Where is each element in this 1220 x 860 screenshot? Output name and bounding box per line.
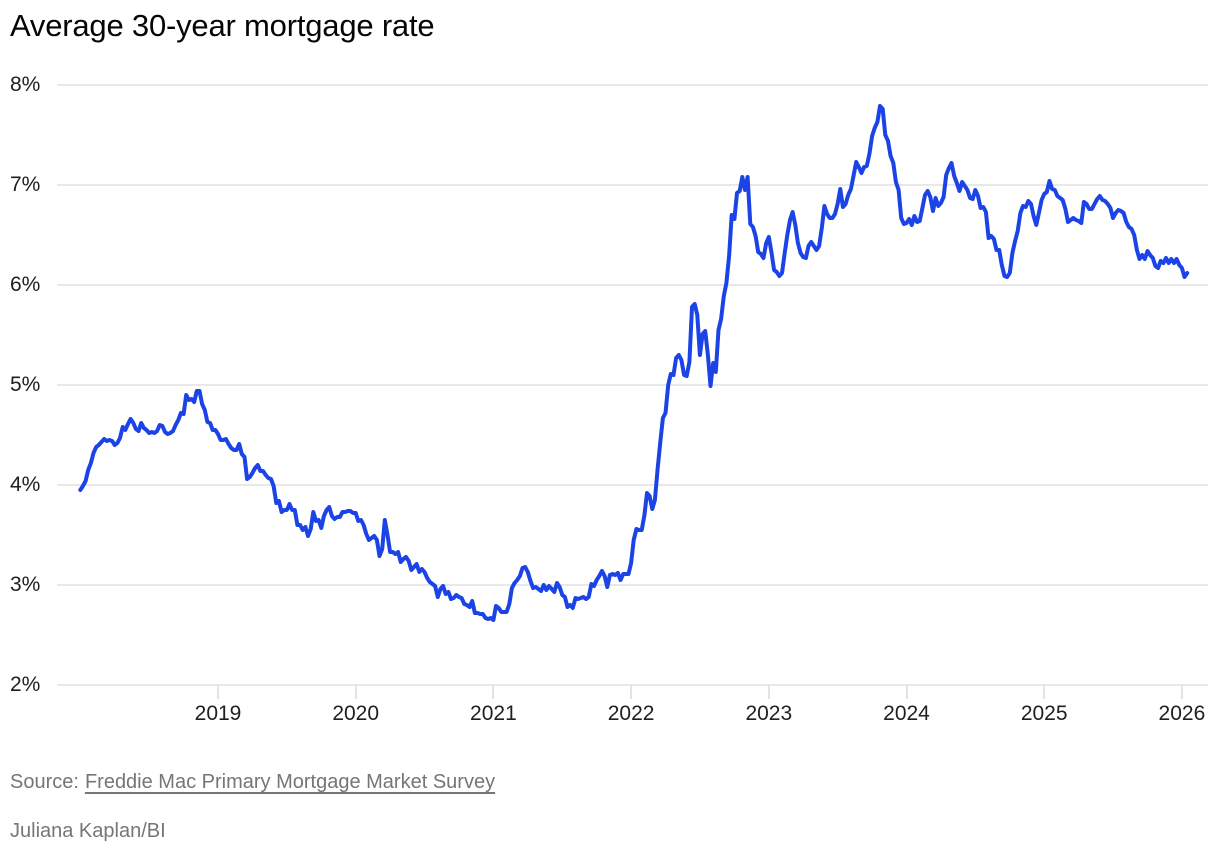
x-axis-tick bbox=[905, 685, 908, 699]
y-axis-label: 3% bbox=[10, 573, 41, 596]
x-axis-tick bbox=[492, 685, 495, 699]
gridline bbox=[57, 684, 1208, 686]
gridline bbox=[57, 284, 1208, 286]
x-axis-label: 2023 bbox=[745, 702, 793, 725]
byline: Juliana Kaplan/BI bbox=[10, 820, 166, 842]
y-axis-label: 2% bbox=[10, 673, 41, 696]
chart-title: Average 30-year mortgage rate bbox=[10, 8, 435, 43]
rate-line bbox=[78, 104, 1190, 622]
gridline bbox=[57, 84, 1208, 86]
x-axis-label: 2025 bbox=[1020, 702, 1068, 725]
x-axis-tick bbox=[354, 685, 357, 699]
x-axis-label: 2021 bbox=[470, 702, 517, 725]
x-axis-label: 2026 bbox=[1158, 702, 1206, 725]
gridline bbox=[57, 584, 1208, 586]
x-axis-label: 2019 bbox=[194, 702, 242, 725]
x-axis-tick bbox=[1180, 685, 1183, 699]
source-line: Source: Freddie Mac Primary Mortgage Mark… bbox=[10, 771, 495, 794]
x-axis-tick bbox=[1043, 685, 1046, 699]
x-axis-label: 2022 bbox=[607, 702, 655, 725]
x-axis-tick bbox=[217, 685, 219, 699]
gridline bbox=[57, 484, 1208, 486]
y-axis-label: 6% bbox=[10, 273, 41, 296]
y-axis-label: 8% bbox=[10, 73, 41, 96]
x-axis-label: 2024 bbox=[883, 702, 930, 725]
gridline bbox=[57, 384, 1208, 386]
y-axis-label: 4% bbox=[10, 473, 41, 496]
x-axis-label: 2020 bbox=[332, 702, 380, 725]
x-axis-tick bbox=[630, 685, 633, 699]
y-axis-label: 5% bbox=[10, 373, 41, 396]
source-link[interactable]: Freddie Mac Primary Mortgage Market Surv… bbox=[84, 771, 496, 793]
gridline bbox=[57, 184, 1208, 186]
source-label: Source: bbox=[10, 771, 79, 793]
y-axis-label: 7% bbox=[10, 173, 41, 196]
x-axis-tick bbox=[767, 685, 770, 699]
